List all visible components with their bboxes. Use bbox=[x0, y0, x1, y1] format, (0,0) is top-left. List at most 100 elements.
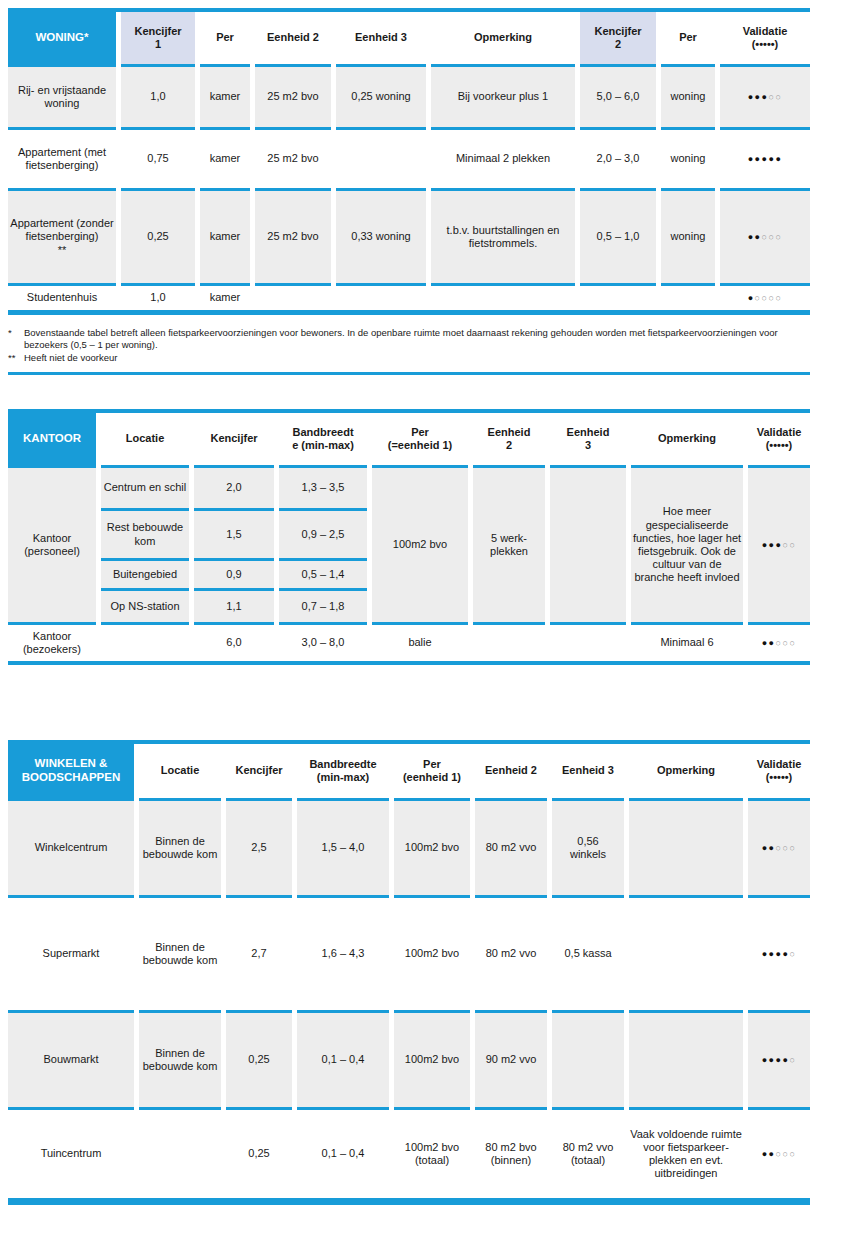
table-cell: 0,5 – 1,0 bbox=[580, 188, 656, 286]
kantoor-table: KANTOOR Locatie Kencijfer Bandbreedt e (… bbox=[8, 409, 810, 665]
column-header: Per bbox=[200, 12, 250, 64]
validation-dots: ●●○○○ bbox=[748, 625, 810, 661]
footnote-marker: ** bbox=[8, 352, 24, 364]
footnotes: * Bovenstaande tabel betreft alleen fiet… bbox=[8, 327, 810, 364]
validation-empty-dots: ○ bbox=[789, 949, 796, 960]
table-cell: 100m2 bvo bbox=[394, 798, 470, 898]
validation-dots: ●●●○○ bbox=[720, 64, 810, 130]
row-label: Kantoor (bezoekers) bbox=[8, 625, 96, 661]
table-title: WINKELEN & BOODSCHAPPEN bbox=[8, 744, 134, 798]
validation-dots: ●●○○○ bbox=[748, 798, 810, 898]
table-cell: Hoe meer gespecialiseerde functies, hoe … bbox=[631, 465, 743, 625]
column-header: Bandbreedt e (min-max) bbox=[279, 413, 367, 465]
table-cell: 1,5 bbox=[194, 511, 274, 561]
validation-empty-dots: ○○ bbox=[768, 92, 782, 103]
woning-table: WONING* Kencijfer 1 Per Eenheid 2 Eenhei… bbox=[8, 8, 810, 315]
row-label: Supermarkt bbox=[8, 898, 134, 1010]
table-cell: 0,33 woning bbox=[336, 188, 426, 286]
column-header: Per (eenheid 1) bbox=[394, 744, 470, 798]
column-header: Opmerking bbox=[631, 413, 743, 465]
table-cell: 0,5 kassa bbox=[552, 898, 624, 1010]
footnote-text: Bovenstaande tabel betreft alleen fietsp… bbox=[24, 327, 810, 352]
validation-dots: ●○○○○ bbox=[720, 286, 810, 310]
table-cell bbox=[101, 625, 189, 661]
column-header: Eenheid 2 bbox=[255, 12, 331, 64]
table-cell: 1,3 – 3,5 bbox=[279, 465, 367, 511]
table-cell: Binnen de bebouwde kom bbox=[139, 798, 221, 898]
table-cell bbox=[552, 1010, 624, 1110]
footnote-text: Heeft niet de voorkeur bbox=[24, 352, 810, 364]
table-cell: 1,1 bbox=[194, 591, 274, 625]
table-cell: kamer bbox=[200, 286, 250, 310]
table-cell: 1,0 bbox=[121, 286, 195, 310]
divider bbox=[8, 1198, 810, 1205]
page: WONING* Kencijfer 1 Per Eenheid 2 Eenhei… bbox=[0, 0, 849, 1205]
table-cell bbox=[629, 798, 743, 898]
column-header: Eenheid 3 bbox=[550, 413, 626, 465]
table-cell: 80 m2 vvo bbox=[475, 798, 547, 898]
table-title: WONING* bbox=[8, 12, 116, 64]
column-header: Kencijfer bbox=[194, 413, 274, 465]
table-cell: Minimaal 6 bbox=[631, 625, 743, 661]
validation-filled-dots: ●●● bbox=[762, 540, 783, 551]
table-cell: 6,0 bbox=[194, 625, 274, 661]
validation-dots: ●●○○○ bbox=[748, 1110, 810, 1198]
table-cell: 0,1 – 0,4 bbox=[297, 1110, 389, 1198]
table-cell: 5,0 – 6,0 bbox=[580, 64, 656, 130]
table-title: KANTOOR bbox=[8, 413, 96, 465]
table-cell bbox=[629, 1010, 743, 1110]
row-label: Appartement (met fietsenberging) bbox=[8, 130, 116, 188]
validation-dots: ●●●●● bbox=[720, 130, 810, 188]
table-cell bbox=[336, 286, 426, 310]
table-cell: kamer bbox=[200, 188, 250, 286]
table-cell bbox=[336, 130, 426, 188]
validation-empty-dots: ○○ bbox=[782, 540, 796, 551]
table-cell: 2,0 bbox=[194, 465, 274, 511]
column-header: Opmerking bbox=[431, 12, 575, 64]
table-cell: Binnen de bebouwde kom bbox=[139, 1010, 221, 1110]
footnote: * Bovenstaande tabel betreft alleen fiet… bbox=[8, 327, 810, 352]
table-cell: 25 m2 bvo bbox=[255, 130, 331, 188]
column-header: Eenheid 3 bbox=[552, 744, 624, 798]
column-header: Kencijfer 2 bbox=[580, 12, 656, 64]
table-cell: 1,0 bbox=[121, 64, 195, 130]
column-header: Eenheid 3 bbox=[336, 12, 426, 64]
column-header: Per (=eenheid 1) bbox=[372, 413, 468, 465]
table-cell: Bij voorkeur plus 1 bbox=[431, 64, 575, 130]
validation-empty-dots: ○ bbox=[789, 1055, 796, 1066]
table-cell: 100m2 bvo bbox=[372, 465, 468, 625]
table-cell: 0,9 bbox=[194, 561, 274, 591]
row-label: Rij- en vrijstaande woning bbox=[8, 64, 116, 130]
table-cell: t.b.v. buurtstallingen en fietstrommels. bbox=[431, 188, 575, 286]
winkelen-table: WINKELEN & BOODSCHAPPEN Locatie Kencijfe… bbox=[8, 740, 810, 1205]
table-cell: woning bbox=[661, 64, 715, 130]
column-header: Kencijfer bbox=[226, 744, 292, 798]
column-header: Per bbox=[661, 12, 715, 64]
validation-empty-dots: ○○○ bbox=[776, 638, 797, 649]
validation-dots: ●●●●○ bbox=[748, 898, 810, 1010]
table-cell: 80 m2 bvo (binnen) bbox=[475, 1110, 547, 1198]
spacer bbox=[8, 375, 849, 409]
table-cell: 0,7 – 1,8 bbox=[279, 591, 367, 625]
table-cell: 100m2 bvo bbox=[394, 1010, 470, 1110]
footnote-marker: * bbox=[8, 327, 24, 352]
table-cell: 3,0 – 8,0 bbox=[279, 625, 367, 661]
row-label: Appartement (zonder fietsenberging) ** bbox=[8, 188, 116, 286]
table-cell: Buitengebied bbox=[101, 561, 189, 591]
table-cell bbox=[255, 286, 331, 310]
column-header: Eenheid 2 bbox=[473, 413, 545, 465]
column-header: Bandbreedte (min-max) bbox=[297, 744, 389, 798]
table-cell bbox=[661, 286, 715, 310]
table-cell: 100m2 bvo (totaal) bbox=[394, 1110, 470, 1198]
table-cell: 0,25 bbox=[226, 1110, 292, 1198]
column-header: Locatie bbox=[139, 744, 221, 798]
table-cell: Binnen de bebouwde kom bbox=[139, 898, 221, 1010]
spacer bbox=[8, 665, 849, 740]
table-cell: 0,25 bbox=[226, 1010, 292, 1110]
table-cell: Centrum en schil bbox=[101, 465, 189, 511]
table-cell: 0,56 winkels bbox=[552, 798, 624, 898]
table-cell: 2,0 – 3,0 bbox=[580, 130, 656, 188]
column-header: Opmerking bbox=[629, 744, 743, 798]
validation-filled-dots: ●● bbox=[762, 843, 776, 854]
table-cell: kamer bbox=[200, 130, 250, 188]
